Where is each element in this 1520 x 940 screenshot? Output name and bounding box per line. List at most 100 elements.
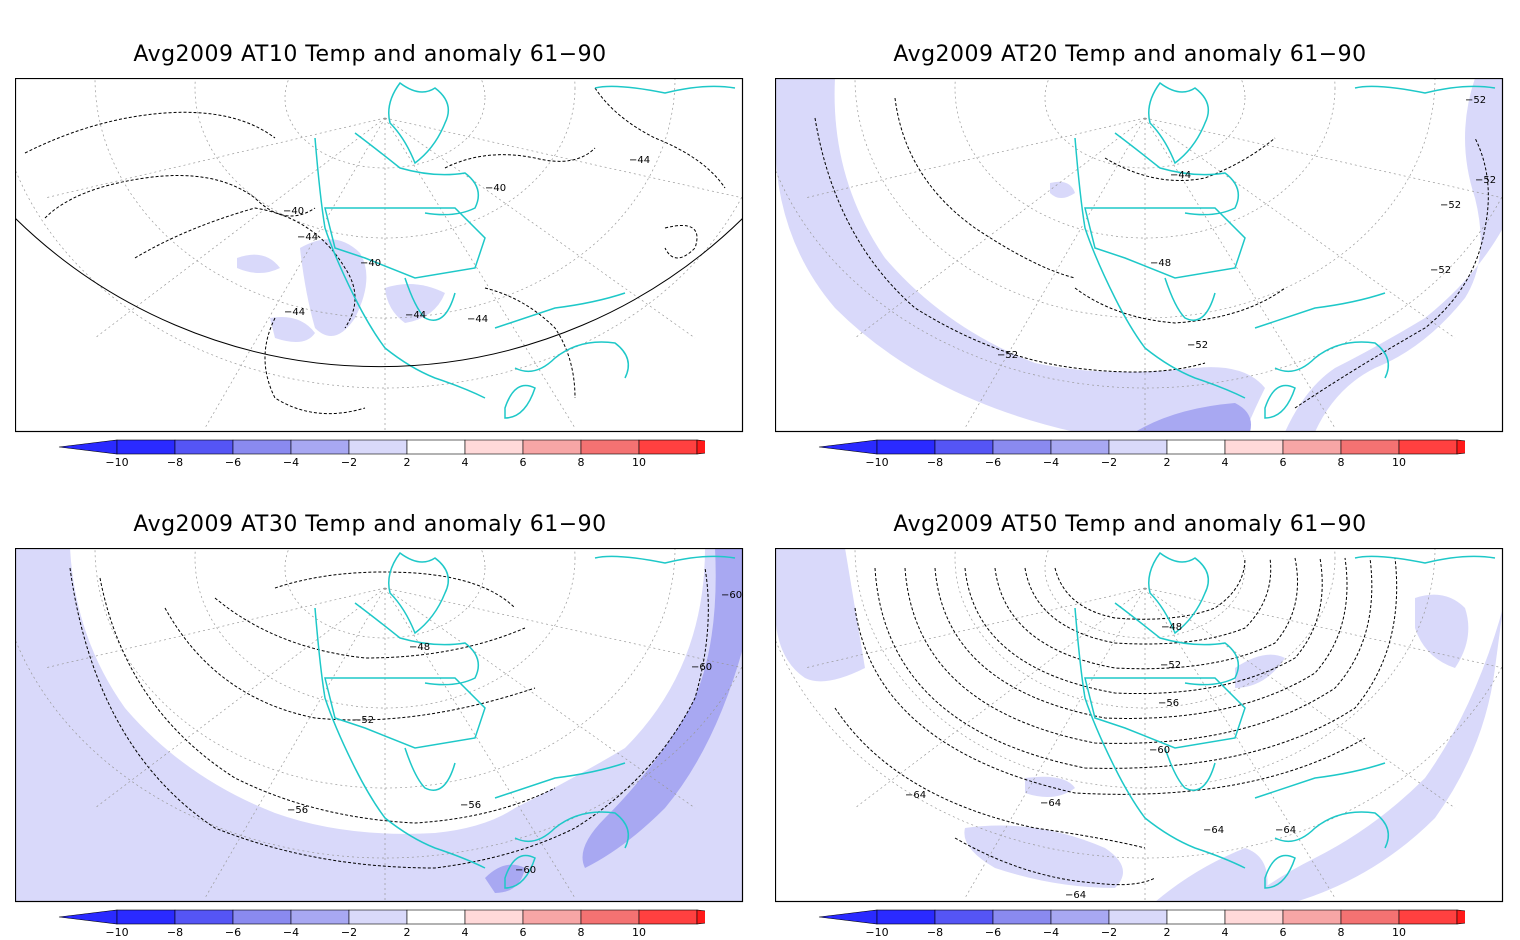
anomaly-map: −52 −44 −52 −52 −48 −52 −52 −52 (775, 78, 1504, 433)
anomaly-region (1245, 608, 1503, 902)
contour-label: −44 (405, 310, 426, 321)
colorbar-segment (116, 439, 176, 455)
contour-label: −52 (1187, 340, 1208, 351)
contour-label: −40 (485, 183, 506, 194)
colorbar-tick-label: 8 (1338, 456, 1345, 468)
colorbar-tick-label: −10 (865, 926, 888, 938)
colorbar-segment (406, 439, 466, 455)
colorbar-tick-label: −4 (1043, 926, 1059, 938)
coastlines (314, 551, 736, 889)
colorbar-tick-label: −2 (1101, 926, 1117, 938)
colorbar-left-arrow (818, 439, 878, 455)
colorbar-tick-label: 10 (632, 456, 646, 468)
contour-label: −48 (1161, 622, 1182, 633)
panel-at20: Avg2009 AT20 Temp and anomaly 61−90 (760, 0, 1520, 470)
colorbar-tick-label: 6 (520, 456, 527, 468)
colorbar-tick-label: 6 (1280, 926, 1287, 938)
contour-label: −60 (1149, 745, 1170, 756)
graticule (775, 548, 1503, 902)
colorbar-segment (580, 439, 640, 455)
contour-label: −60 (721, 590, 742, 601)
panel-at10: Avg2009 AT10 Temp and anomaly 61−90 (0, 0, 760, 470)
contour-label: −64 (905, 790, 926, 801)
contour-label: −40 (283, 206, 304, 217)
colorbar-tick-label: 2 (1164, 926, 1171, 938)
colorbar-tick-label: 2 (404, 456, 411, 468)
contour-label: −56 (287, 805, 308, 816)
colorbar: −10 −8 −6 −4 −2 2 4 6 8 10 (58, 909, 705, 938)
panel-title: Avg2009 AT10 Temp and anomaly 61−90 (133, 42, 607, 67)
colorbar-segment (406, 909, 466, 925)
temperature-contours (814, 97, 1489, 409)
colorbar-segment (1340, 909, 1400, 925)
colorbar-tick-label: −2 (1101, 456, 1117, 468)
coastlines (1074, 551, 1496, 889)
colorbar-tick-label: 4 (462, 926, 469, 938)
panel-title: Avg2009 AT50 Temp and anomaly 61−90 (893, 512, 1367, 537)
contour-label: −48 (409, 642, 430, 653)
colorbar-segment (464, 909, 524, 925)
colorbar-tick-label: 6 (520, 926, 527, 938)
anomaly-region (1135, 403, 1251, 432)
colorbar: −10 −8 −6 −4 −2 2 4 6 8 10 (818, 439, 1465, 468)
colorbar-tick-label: −4 (283, 456, 299, 468)
contour-labels: −60 −48 −60 −52 −56 −56 −60 (287, 590, 742, 876)
contour-labels: −48 −52 −56 −60 −64 −64 −64 −64 −64 (905, 622, 1296, 901)
colorbar-segment (348, 909, 408, 925)
contour-label: −44 (1170, 170, 1191, 181)
colorbar-tick-label: −6 (225, 456, 241, 468)
contour-label: −44 (629, 155, 650, 166)
temperature-contours (24, 87, 726, 415)
colorbar-segment (1224, 909, 1284, 925)
coastlines (1074, 81, 1496, 419)
anomaly-region (1050, 181, 1075, 198)
colorbar-tick-label: −8 (927, 926, 943, 938)
colorbar-segment (638, 439, 698, 455)
colorbar: −10 −8 −6 −4 −2 2 4 6 8 10 (818, 909, 1465, 938)
contour-label: −52 (1160, 660, 1181, 671)
colorbar-tick-label: 10 (1392, 926, 1406, 938)
coastlines (314, 81, 736, 419)
colorbar-segment (348, 439, 408, 455)
graticule (15, 78, 743, 432)
colorbar-segment (464, 439, 524, 455)
colorbar-segment (232, 909, 292, 925)
colorbar-segment (1166, 439, 1226, 455)
colorbar-segment (290, 439, 350, 455)
colorbar-segment (1340, 439, 1400, 455)
colorbar-segment (290, 909, 350, 925)
contour-label: −52 (1475, 175, 1496, 186)
colorbar-segment (174, 439, 234, 455)
colorbar-left-arrow (818, 909, 878, 925)
colorbar-segment (638, 909, 698, 925)
contour-label: −52 (1465, 95, 1486, 106)
colorbar-segment (1050, 439, 1110, 455)
colorbar-tick-label: 4 (1222, 456, 1229, 468)
colorbar-segment (1398, 909, 1458, 925)
anomaly-map: −44 −40 −40 −44 −40 −44 −44 −44 (15, 78, 744, 433)
colorbar-segment (116, 909, 176, 925)
colorbar-segment (1108, 439, 1168, 455)
panel-at30: Avg2009 AT30 Temp and anomaly 61−90 (0, 470, 760, 940)
colorbar-tick-label: −8 (167, 926, 183, 938)
colorbar-tick-label: 2 (1164, 456, 1171, 468)
anomaly-region (1285, 78, 1503, 432)
contour-label: −44 (284, 307, 305, 318)
contour-label: −60 (691, 662, 712, 673)
contour-label: −40 (360, 258, 381, 269)
colorbar-segment (876, 909, 936, 925)
colorbar-right-arrow (696, 909, 705, 925)
colorbar-tick-label: −4 (1043, 456, 1059, 468)
anomaly-region (300, 239, 367, 336)
colorbar-tick-label: −6 (985, 456, 1001, 468)
colorbar-segment (1166, 909, 1226, 925)
anomaly-region (270, 317, 315, 342)
contour-label: −52 (997, 350, 1018, 361)
colorbar-tick-label: −10 (865, 456, 888, 468)
contour-label: −48 (1150, 258, 1171, 269)
colorbar-segment (992, 909, 1052, 925)
colorbar-right-arrow (1456, 909, 1465, 925)
colorbar-tick-label: −10 (105, 456, 128, 468)
colorbar-left-arrow (58, 909, 118, 925)
colorbar-tick-label: −6 (985, 926, 1001, 938)
